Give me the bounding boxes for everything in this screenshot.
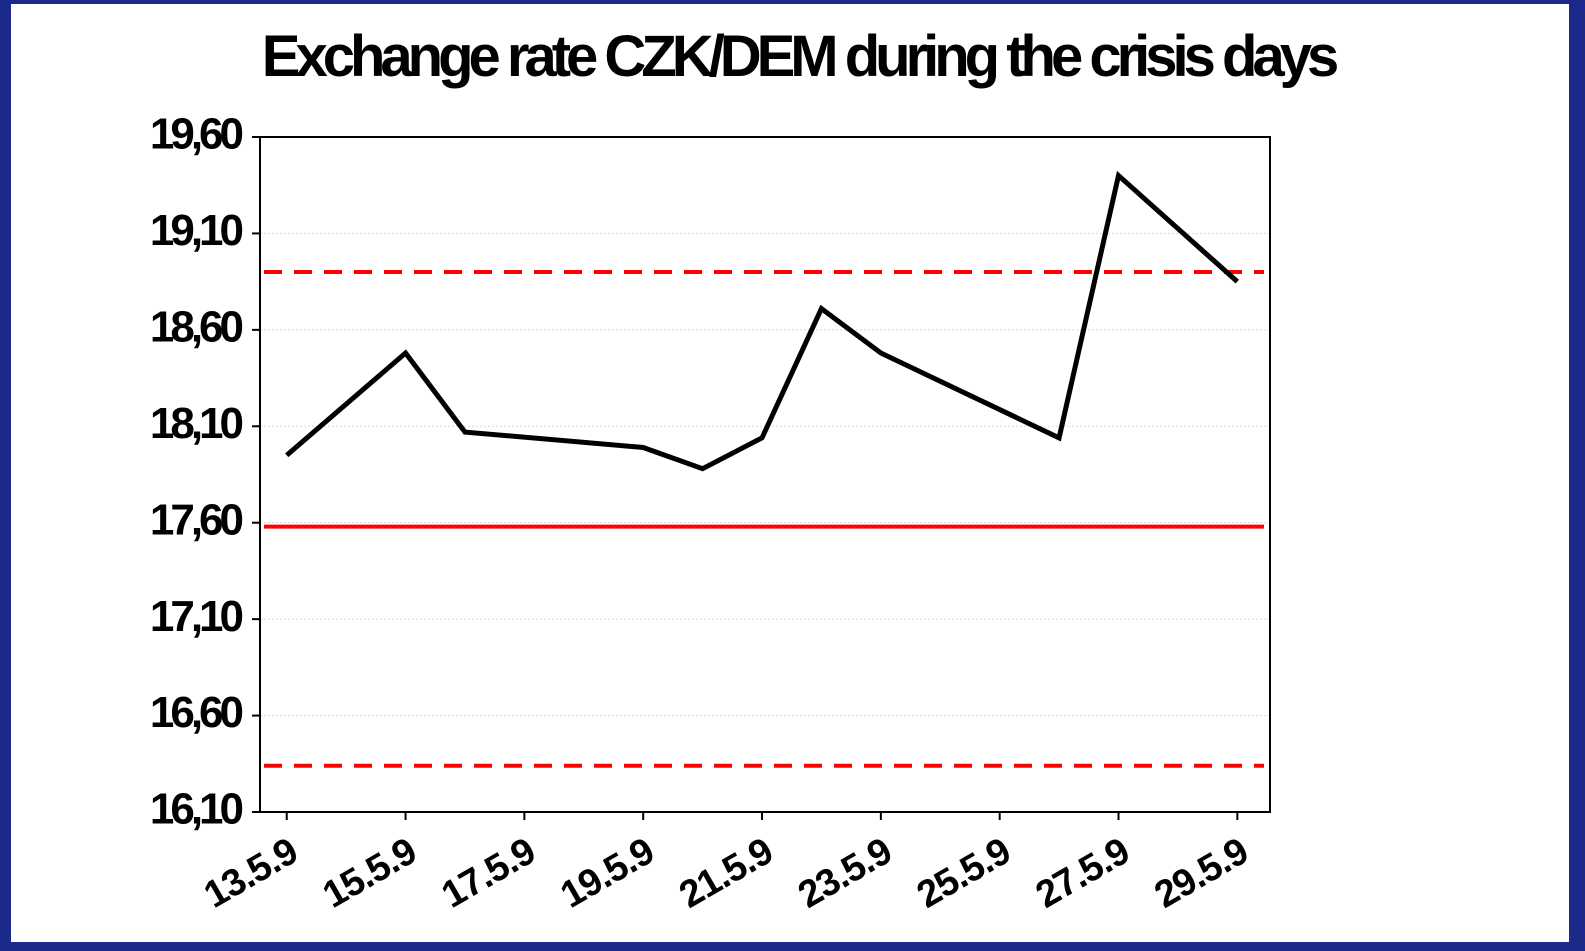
y-tick-label: 17,10 bbox=[150, 592, 243, 641]
data-line bbox=[285, 170, 1239, 472]
y-tick-label: 19,60 bbox=[150, 110, 243, 159]
y-tick-label: 19,10 bbox=[150, 206, 243, 255]
plot-frame bbox=[259, 136, 1271, 813]
y-tick-label: 16,10 bbox=[150, 785, 243, 834]
y-tick-label: 17,60 bbox=[150, 495, 243, 544]
y-tick-label: 16,60 bbox=[150, 688, 243, 737]
y-tick-label: 18,10 bbox=[150, 399, 243, 448]
panel bbox=[11, 4, 1569, 942]
chart-title: Exchange rate CZK/DEM during the crisis … bbox=[262, 24, 1337, 89]
y-tick-label: 18,60 bbox=[150, 302, 243, 351]
